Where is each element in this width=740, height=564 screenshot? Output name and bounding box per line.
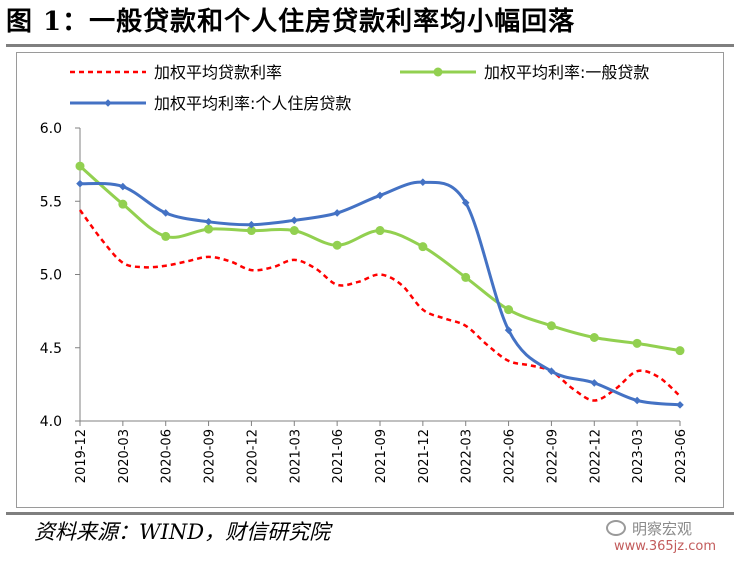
chart-plot [75,161,685,409]
general-loan-series-point [118,199,128,209]
wechat-bubble-icon [606,520,626,536]
y-tick-label: 5.0 [40,268,62,284]
housing-loan-series-point [76,179,84,188]
general-loan-series-point [418,242,428,252]
legend-label: 加权平均利率:一般贷款 [484,63,649,82]
watermark-name: 明察宏观 [632,520,693,538]
chart-frame [16,52,724,508]
housing-loan-series-point [204,217,213,226]
x-tick-label: 2020-12 [245,429,260,483]
general-loan-series-point [375,226,385,236]
housing-loan-series-line [78,180,682,407]
x-tick-label: 2022-12 [588,429,603,483]
general-loan-series-point [289,226,299,236]
housing-loan-series-point [590,379,599,387]
general-loan-series-point [461,272,471,282]
x-tick-label: 2022-06 [503,429,518,483]
loan-rate-series-line [78,209,681,402]
housing-loan-series-point [676,401,684,409]
x-tick-label: 2022-09 [545,429,560,483]
x-tick-label: 2020-09 [203,429,218,483]
x-tick-label: 2023-06 [674,429,689,483]
housing-loan-series-point [376,191,384,200]
general-loan-series-point [632,338,642,348]
y-tick-label: 4.0 [40,414,62,430]
housing-loan-series-point [461,198,470,207]
x-tick-label: 2022-03 [460,429,475,483]
legend-label: 加权平均贷款利率 [154,63,282,82]
general-loan-series-point [161,231,171,241]
housing-loan-series-point [419,178,427,187]
y-tick-label: 4.5 [40,341,62,357]
x-tick-label: 2021-03 [288,429,303,483]
source-note: 资料来源：WIND，财信研究院 [34,520,331,544]
legend-label: 加权平均利率:个人住房贷款 [154,94,351,113]
housing-loan-series-point [119,182,127,191]
x-tick-label: 2023-03 [631,429,646,483]
general-loan-series-point [332,240,342,250]
chart-axes: 4.0 4.5 5.0 5.5 6.0 2019-12 2020-03 2020-06 2020… [40,121,689,483]
watermark: 明察宏观 www.365jz.com [606,518,722,558]
general-loan-series-point [546,321,556,331]
housing-loan-series-point [547,367,556,375]
watermark-url: www.365jz.com [614,539,716,554]
footer-rule [6,512,734,515]
general-loan-series-point [204,224,214,234]
title-rule [6,44,734,47]
general-loan-series-point [504,305,514,315]
general-loan-series-point [75,161,85,171]
x-tick-label: 2021-06 [331,429,346,483]
x-tick-label: 2021-12 [417,429,432,483]
housing-loan-series-point [290,216,299,225]
general-loan-series-point [589,332,599,342]
legend-general-loan: 加权平均利率:一般贷款 [400,63,649,82]
x-tick-label: 2020-03 [117,429,132,483]
figure-title: 图 1：一般贷款和个人住房贷款利率均小幅回落 [6,7,576,37]
housing-loan-series-point [633,396,641,405]
housing-loan-series-point [333,209,341,217]
housing-loan-series-point [504,326,513,334]
general-loan-series-point [675,346,685,356]
legend-loan-rate: 加权平均贷款利率 [70,63,282,82]
y-tick-label: 5.5 [40,194,62,210]
housing-loan-series-point [161,209,170,217]
x-tick-label: 2021-09 [374,429,389,483]
y-tick-label: 6.0 [40,121,62,137]
legend-housing-loan: 加权平均利率:个人住房贷款 [70,94,351,113]
x-tick-label: 2020-06 [160,429,175,483]
general-loan-series-point [246,226,256,236]
legend-marker [104,99,112,107]
housing-loan-series-point [247,220,256,229]
x-tick-label: 2019-12 [74,429,89,483]
legend-marker [433,67,443,77]
